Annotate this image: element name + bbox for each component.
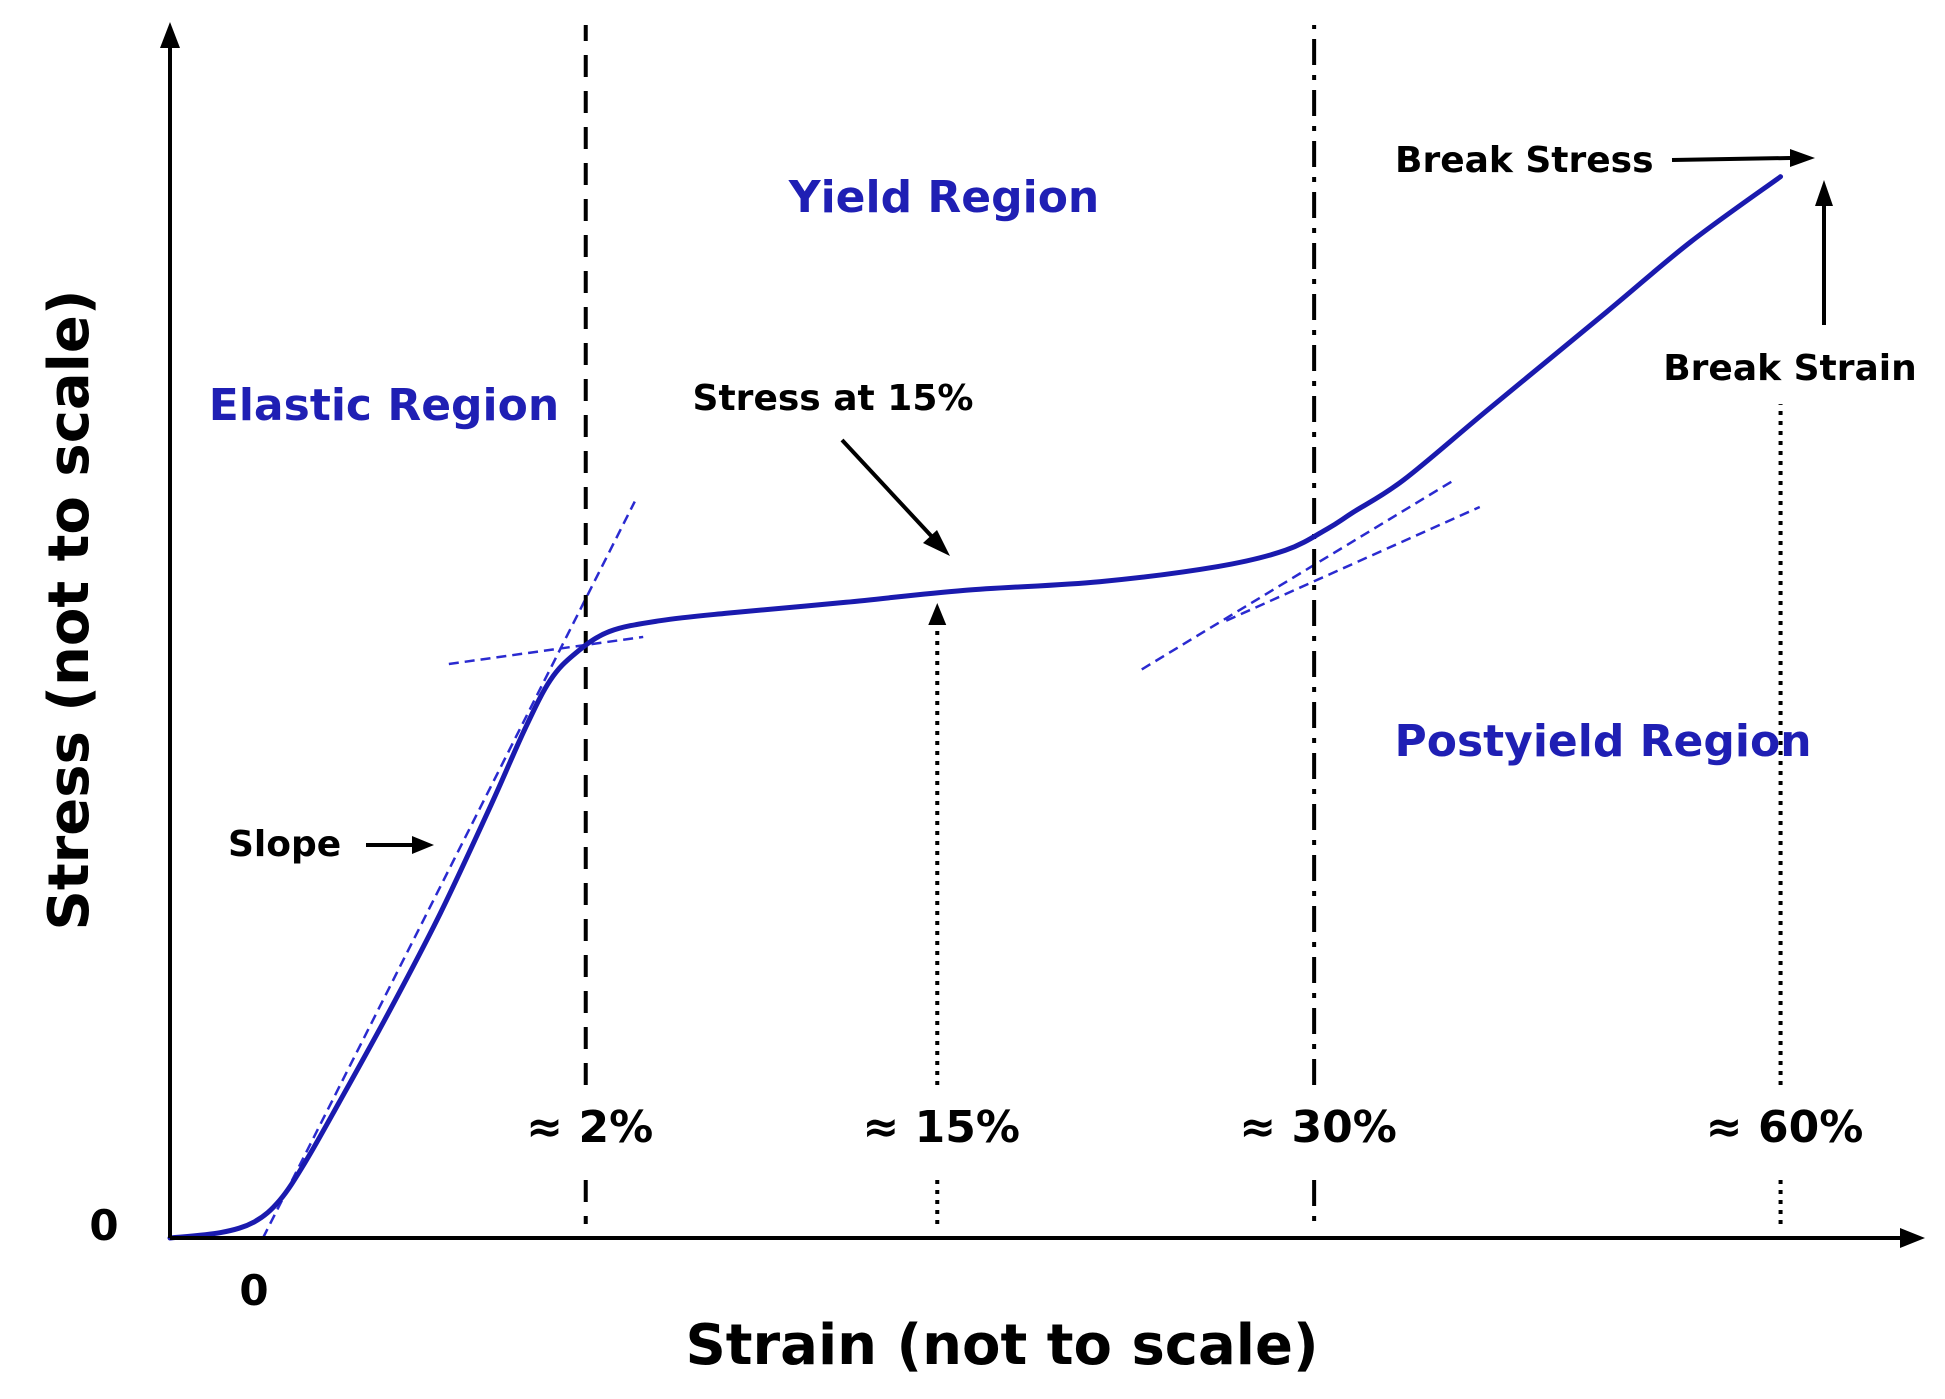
15pct-marker-arrowhead — [928, 603, 947, 626]
slope-arrowhead — [412, 836, 434, 854]
yield-region-label: Yield Region — [788, 172, 1100, 223]
elastic-slope-tangent-line — [261, 500, 636, 1239]
y-origin-label: 0 — [89, 1201, 118, 1250]
yield-tangent-line — [448, 635, 644, 666]
slope-label: Slope — [228, 824, 341, 865]
elastic-region-label: Elastic Region — [209, 380, 559, 431]
postyield-start-tangent-line — [1225, 505, 1481, 622]
15pct-marker-label: ≈ 15% — [863, 1102, 1021, 1153]
30pct-marker-label: ≈ 30% — [1239, 1102, 1397, 1153]
stress-strain-curve — [167, 174, 1784, 1241]
break-strain-label: Break Strain — [1663, 348, 1917, 389]
postyield-region-label: Postyield Region — [1394, 716, 1811, 767]
x-origin-label: 0 — [239, 1266, 268, 1315]
x-axis-title: Strain (not to scale) — [685, 1313, 1318, 1378]
stress-at-15-arrowhead — [923, 530, 950, 556]
postyield-end-tangent-line — [1141, 478, 1456, 671]
60pct-marker-label: ≈ 60% — [1706, 1102, 1864, 1153]
stress-at-15-arrow-line — [840, 438, 937, 542]
break-stress-arrowhead — [1790, 149, 1815, 167]
y-axis-title: Stress (not to scale) — [37, 290, 102, 931]
break-strain-arrowhead — [1815, 180, 1833, 206]
stress-at-15-label: Stress at 15% — [693, 378, 974, 419]
break-stress-arrow-line — [1671, 156, 1791, 162]
x-axis-arrowhead — [1900, 1228, 1925, 1248]
break-stress-label: Break Stress — [1395, 140, 1654, 181]
2pct-marker-label: ≈ 2% — [526, 1102, 653, 1153]
y-axis-arrowhead — [160, 22, 180, 48]
